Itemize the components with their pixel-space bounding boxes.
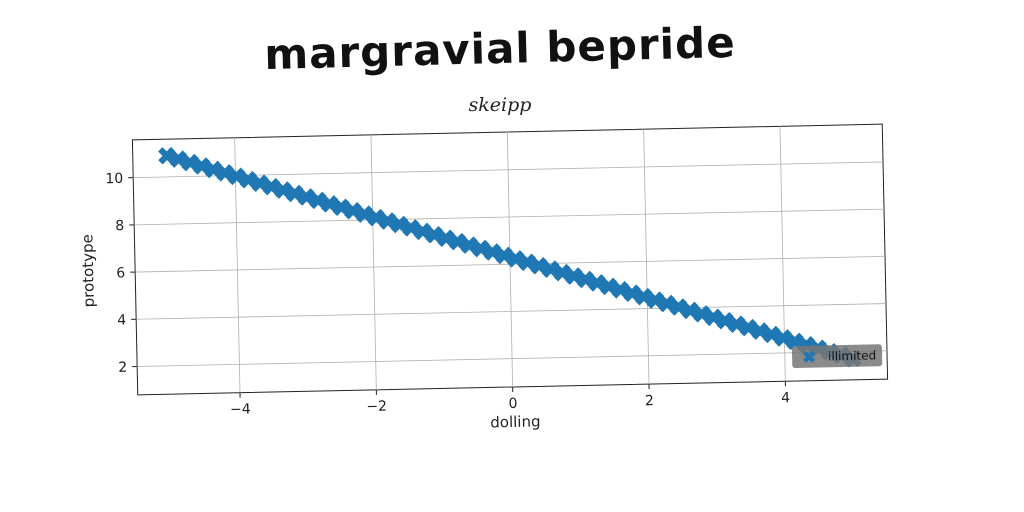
legend: illimited [791, 344, 883, 369]
data-point [472, 239, 490, 258]
y-tick-label: 2 [118, 360, 127, 376]
data-point [681, 301, 699, 320]
data-point [518, 253, 537, 272]
data-point [227, 167, 246, 186]
data-point [448, 232, 467, 251]
data-point [506, 250, 525, 268]
data-point [181, 153, 199, 172]
data-point [704, 308, 723, 327]
x-grid-line [643, 129, 650, 385]
data-point [239, 170, 258, 189]
data-point [716, 311, 734, 330]
data-point [611, 281, 630, 299]
data-point [576, 270, 595, 289]
data-point [751, 322, 769, 340]
data-point [158, 146, 176, 165]
legend-marker [803, 350, 816, 363]
data-point [786, 332, 804, 351]
data-point [437, 229, 455, 247]
data-point [274, 181, 292, 199]
data-point [251, 174, 269, 192]
data-point [344, 201, 362, 220]
data-point [216, 164, 234, 182]
data-points [158, 146, 862, 368]
data-point [320, 195, 339, 213]
data-point [297, 188, 316, 206]
data-point [553, 263, 572, 282]
data-point [460, 236, 479, 254]
data-point [413, 222, 432, 241]
x-tick-label: 4 [781, 390, 790, 406]
data-point [634, 287, 653, 306]
y-axis-ticks: 2 4 6 8 10 [105, 171, 138, 376]
x-tick-label: 2 [645, 393, 654, 409]
data-point [739, 318, 758, 337]
x-axis-label: dolling [490, 412, 541, 431]
data-point [402, 219, 420, 237]
y-tick-label: 8 [115, 218, 124, 234]
y-grid-line [134, 208, 885, 226]
legend-box [791, 344, 883, 369]
y-grid-line [136, 303, 887, 320]
data-point [646, 291, 665, 309]
x-axis-ticks: −4 −2 0 2 4 [230, 381, 790, 418]
y-grid-line [133, 161, 884, 179]
data-point [658, 294, 676, 313]
data-point [204, 160, 223, 179]
data-point [262, 177, 281, 196]
legend-entry-label: illimited [828, 348, 876, 363]
data-point [565, 267, 583, 285]
y-tick-label: 6 [116, 265, 125, 281]
y-tick-label: 10 [105, 171, 123, 187]
data-point [390, 215, 409, 234]
legend-marker-icon [803, 350, 816, 363]
data-point [483, 243, 502, 261]
y-tick-label: 4 [117, 312, 126, 328]
data-point [762, 325, 781, 344]
data-point [285, 184, 304, 203]
data-point [623, 284, 641, 303]
data-point [367, 208, 385, 227]
data-point [169, 150, 188, 168]
y-axis-label: prototype [78, 234, 98, 307]
data-point [600, 277, 618, 296]
grid-lines [133, 126, 887, 393]
plot-group: −4 −2 0 2 4 2 4 6 8 10 dolling prototype illimit… [78, 123, 889, 431]
data-point [669, 298, 688, 316]
data-point [588, 274, 606, 292]
x-grid-line [370, 134, 377, 390]
data-point [379, 212, 397, 230]
data-point [355, 205, 374, 223]
data-point [530, 256, 548, 275]
data-point [332, 198, 351, 217]
x-tick-label: −2 [366, 399, 387, 415]
data-point [425, 226, 444, 244]
data-point [693, 305, 711, 323]
data-point [495, 246, 513, 265]
x-tick-label: 0 [508, 396, 517, 412]
data-point [309, 191, 327, 210]
data-point [541, 260, 560, 278]
y-grid-line [137, 350, 887, 367]
chart-subtitle: skeipp [468, 94, 532, 116]
data-point [192, 157, 211, 175]
data-point [774, 329, 793, 347]
x-tick-label: −4 [230, 401, 251, 417]
data-point [727, 315, 746, 333]
